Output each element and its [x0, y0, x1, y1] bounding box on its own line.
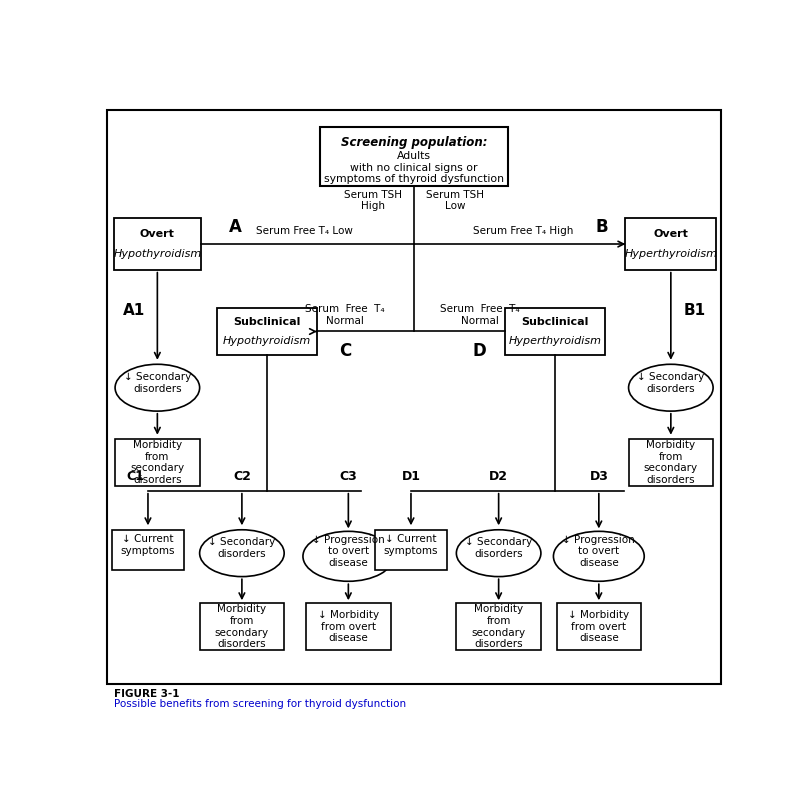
- Ellipse shape: [200, 530, 284, 577]
- Text: C1: C1: [127, 470, 145, 483]
- FancyBboxPatch shape: [112, 530, 184, 570]
- Text: Serum TSH
High: Serum TSH High: [344, 190, 402, 211]
- FancyBboxPatch shape: [320, 127, 508, 187]
- Ellipse shape: [115, 364, 200, 411]
- Text: Morbidity
from
secondary
disorders: Morbidity from secondary disorders: [215, 604, 269, 650]
- Text: Subclinical: Subclinical: [521, 317, 589, 327]
- Text: Possible benefits from screening for thyroid dysfunction: Possible benefits from screening for thy…: [113, 699, 406, 710]
- FancyBboxPatch shape: [557, 603, 641, 650]
- FancyBboxPatch shape: [306, 603, 390, 650]
- FancyBboxPatch shape: [375, 530, 447, 570]
- FancyBboxPatch shape: [457, 603, 541, 650]
- Text: ↓ Secondary
disorders: ↓ Secondary disorders: [638, 372, 705, 393]
- Text: Hyperthyroidism: Hyperthyroidism: [508, 336, 601, 345]
- Text: D1: D1: [402, 470, 420, 483]
- Text: FIGURE 3-1: FIGURE 3-1: [113, 689, 179, 699]
- Text: B: B: [595, 218, 608, 236]
- Text: C: C: [339, 342, 351, 360]
- Text: Overt: Overt: [654, 229, 688, 239]
- Text: D: D: [473, 342, 486, 360]
- Text: ↓ Secondary
disorders: ↓ Secondary disorders: [124, 372, 191, 393]
- Text: Adults
with no clinical signs or
symptoms of thyroid dysfunction: Adults with no clinical signs or symptom…: [324, 152, 504, 184]
- Ellipse shape: [457, 530, 541, 577]
- Text: Subclinical: Subclinical: [234, 317, 301, 327]
- Text: C2: C2: [233, 470, 250, 483]
- Text: Serum  Free  T₄
Normal: Serum Free T₄ Normal: [440, 304, 520, 326]
- Text: Screening population:: Screening population:: [341, 136, 487, 149]
- Ellipse shape: [553, 531, 644, 581]
- Text: ↓ Secondary
disorders: ↓ Secondary disorders: [208, 538, 276, 559]
- Text: Overt: Overt: [140, 229, 175, 239]
- FancyBboxPatch shape: [200, 603, 284, 650]
- Text: Serum  Free  T₄
Normal: Serum Free T₄ Normal: [305, 304, 385, 326]
- FancyBboxPatch shape: [625, 218, 716, 270]
- Text: Morbidity
from
secondary
disorders: Morbidity from secondary disorders: [472, 604, 526, 650]
- Text: Serum Free T₄ High: Serum Free T₄ High: [473, 226, 574, 236]
- Text: D3: D3: [589, 470, 608, 483]
- Text: Hypothyroidism: Hypothyroidism: [223, 336, 311, 345]
- Text: ↓ Morbidity
from overt
disease: ↓ Morbidity from overt disease: [568, 610, 629, 643]
- FancyBboxPatch shape: [217, 308, 317, 355]
- Text: Hyperthyroidism: Hyperthyroidism: [625, 249, 718, 259]
- FancyBboxPatch shape: [629, 440, 713, 486]
- Text: Morbidity
from
secondary
disorders: Morbidity from secondary disorders: [644, 440, 698, 485]
- Text: A1: A1: [123, 303, 145, 319]
- Text: C3: C3: [339, 470, 357, 483]
- Text: ↓ Progression
to overt
disease: ↓ Progression to overt disease: [312, 534, 385, 568]
- FancyBboxPatch shape: [115, 440, 200, 486]
- Text: ↓ Morbidity
from overt
disease: ↓ Morbidity from overt disease: [318, 610, 379, 643]
- Ellipse shape: [303, 531, 393, 581]
- Text: ↓ Current
symptoms: ↓ Current symptoms: [384, 534, 438, 556]
- Text: Morbidity
from
secondary
disorders: Morbidity from secondary disorders: [130, 440, 184, 485]
- Text: A: A: [229, 218, 242, 236]
- Text: D2: D2: [489, 470, 508, 483]
- Text: Hypothyroidism: Hypothyroidism: [113, 249, 201, 259]
- FancyBboxPatch shape: [113, 218, 201, 270]
- Text: ↓ Current
symptoms: ↓ Current symptoms: [120, 534, 175, 556]
- FancyBboxPatch shape: [505, 308, 605, 355]
- Text: ↓ Progression
to overt
disease: ↓ Progression to overt disease: [562, 534, 635, 568]
- Text: Serum TSH
Low: Serum TSH Low: [426, 190, 484, 211]
- Text: ↓ Secondary
disorders: ↓ Secondary disorders: [465, 538, 532, 559]
- Text: Serum Free T₄ Low: Serum Free T₄ Low: [256, 226, 353, 236]
- Text: B1: B1: [684, 303, 705, 319]
- Ellipse shape: [629, 364, 713, 411]
